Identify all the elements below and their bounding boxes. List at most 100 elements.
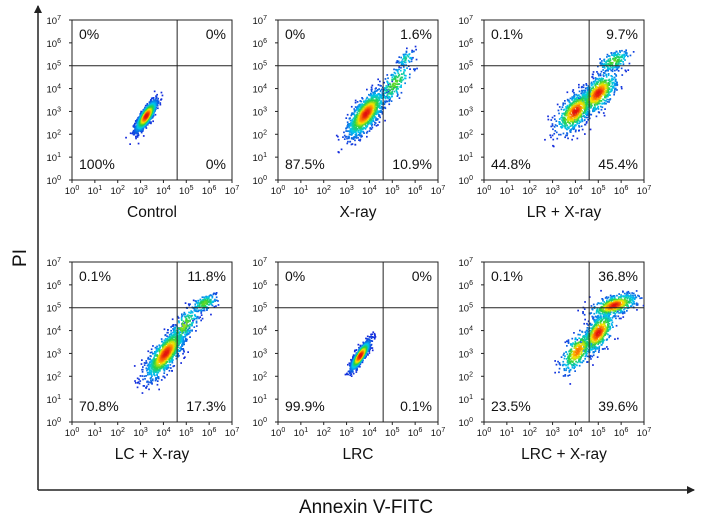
- scatter-point: [590, 98, 593, 100]
- scatter-point: [384, 89, 386, 92]
- scatter-point: [612, 81, 615, 84]
- scatter-point: [178, 350, 180, 353]
- scatter-point: [184, 315, 187, 318]
- scatter-point: [361, 97, 363, 99]
- scatter-point: [366, 114, 369, 116]
- scatter-point: [144, 378, 146, 380]
- scatter-point: [583, 114, 585, 117]
- scatter-point: [179, 349, 181, 352]
- scatter-point: [184, 338, 187, 340]
- scatter-point: [585, 84, 588, 86]
- scatter-point: [573, 95, 576, 97]
- scatter-point: [140, 131, 143, 134]
- scatter-point: [356, 127, 359, 130]
- x-tick-label: 104: [568, 185, 583, 197]
- scatter-point: [349, 123, 351, 125]
- scatter-point: [595, 86, 597, 89]
- scatter-point: [612, 85, 614, 88]
- scatter-point: [383, 88, 386, 91]
- scatter-point: [197, 299, 200, 302]
- scatter-point: [585, 102, 588, 105]
- scatter-point: [164, 334, 167, 337]
- scatter-point: [215, 292, 218, 294]
- scatter-point: [141, 368, 144, 371]
- scatter-point: [569, 108, 572, 110]
- scatter-point: [156, 380, 159, 382]
- scatter-point: [157, 371, 159, 373]
- scatter-point: [617, 56, 620, 59]
- scatter-point: [397, 88, 399, 90]
- scatter-point: [625, 49, 627, 52]
- scatter-point: [587, 86, 589, 89]
- scatter-point: [180, 318, 183, 320]
- scatter-point: [205, 297, 208, 300]
- scatter-point: [580, 125, 583, 128]
- scatter-point: [572, 128, 575, 131]
- scatter-point: [346, 125, 349, 127]
- scatter-point: [574, 98, 577, 101]
- scatter-point: [374, 92, 376, 94]
- scatter-point: [416, 67, 418, 70]
- x-tick-label: 106: [202, 185, 217, 197]
- scatter-point: [372, 99, 375, 102]
- scatter-point: [586, 108, 589, 110]
- scatter-point: [374, 102, 376, 104]
- scatter-point: [588, 117, 591, 120]
- scatter-points: [335, 45, 418, 154]
- scatter-point: [178, 328, 180, 331]
- scatter-point: [171, 361, 174, 364]
- scatter-point: [620, 59, 623, 61]
- scatter-point: [148, 367, 150, 370]
- scatter-point: [189, 303, 191, 306]
- scatter-point: [577, 112, 579, 115]
- scatter-point: [564, 125, 567, 127]
- scatter-point: [601, 78, 604, 80]
- scatter-point: [398, 62, 400, 64]
- scatter-point: [354, 99, 357, 102]
- scatter-point: [602, 85, 605, 88]
- scatter-point: [589, 128, 592, 131]
- scatter-point: [580, 100, 582, 103]
- scatter-point: [156, 376, 159, 378]
- scatter-point: [138, 378, 140, 381]
- scatter-point: [613, 76, 616, 79]
- scatter-point: [145, 386, 147, 389]
- scatter-point: [585, 116, 588, 119]
- scatter-point: [191, 318, 193, 320]
- scatter-point: [604, 70, 607, 72]
- scatter-point: [609, 63, 612, 66]
- scatter-point: [200, 314, 203, 316]
- scatter-point: [571, 99, 573, 101]
- scatter-point: [606, 56, 608, 58]
- scatter-point: [173, 331, 175, 333]
- scatter-point: [615, 75, 618, 77]
- scatter-point: [595, 96, 598, 99]
- scatter-point: [157, 369, 160, 371]
- scatter-point: [396, 76, 399, 79]
- scatter-point: [573, 116, 575, 118]
- scatter-point: [153, 352, 155, 355]
- scatter-point: [614, 79, 617, 81]
- scatter-point: [175, 332, 178, 334]
- scatter-point: [168, 359, 171, 362]
- scatter-point: [354, 115, 356, 117]
- x-tick-label: 105: [385, 185, 400, 197]
- scatter-point: [356, 113, 359, 115]
- scatter-point: [624, 59, 626, 61]
- scatter-point: [596, 107, 599, 109]
- scatter-point: [337, 138, 340, 141]
- scatter-point: [609, 59, 612, 61]
- scatter-point: [161, 340, 163, 343]
- scatter-point: [361, 127, 363, 130]
- scatter-point: [389, 86, 392, 89]
- scatter-point: [567, 117, 569, 120]
- scatter-point: [389, 97, 392, 99]
- scatter-point: [162, 375, 165, 378]
- scatter-point: [390, 95, 393, 98]
- scatter-point: [589, 89, 592, 91]
- scatter-point: [360, 134, 363, 137]
- scatter-point: [348, 136, 350, 139]
- scatter-point: [384, 87, 386, 89]
- scatter-point: [349, 131, 351, 133]
- scatter-point: [377, 93, 380, 96]
